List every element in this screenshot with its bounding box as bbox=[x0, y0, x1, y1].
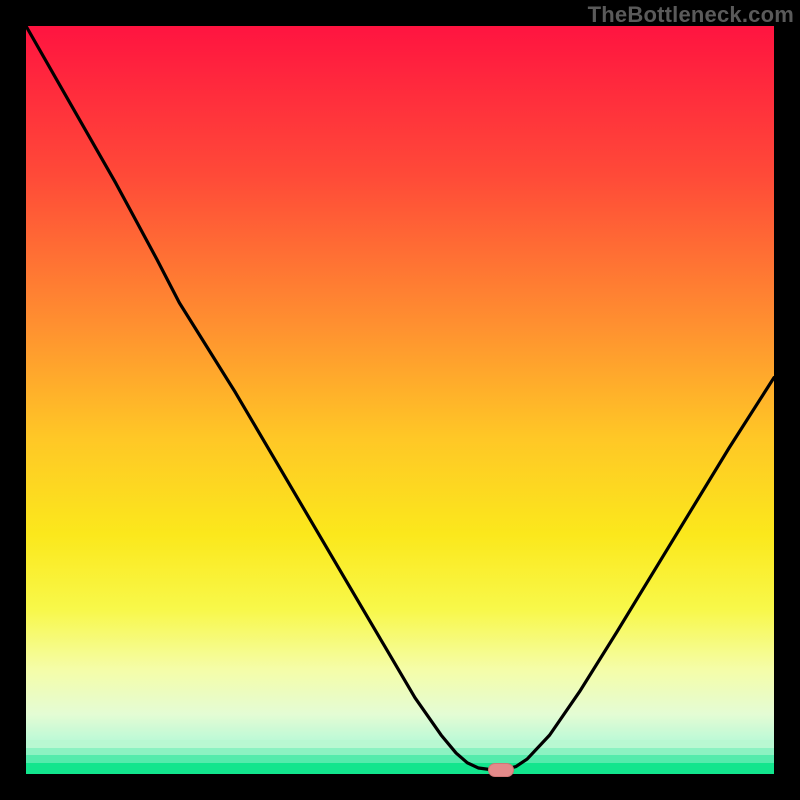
bottleneck-curve bbox=[26, 26, 774, 774]
chart-frame: TheBottleneck.com bbox=[0, 0, 800, 800]
watermark-text: TheBottleneck.com bbox=[588, 2, 794, 28]
curve-path bbox=[26, 26, 774, 770]
optimum-marker bbox=[488, 763, 514, 777]
plot-area bbox=[26, 26, 774, 774]
